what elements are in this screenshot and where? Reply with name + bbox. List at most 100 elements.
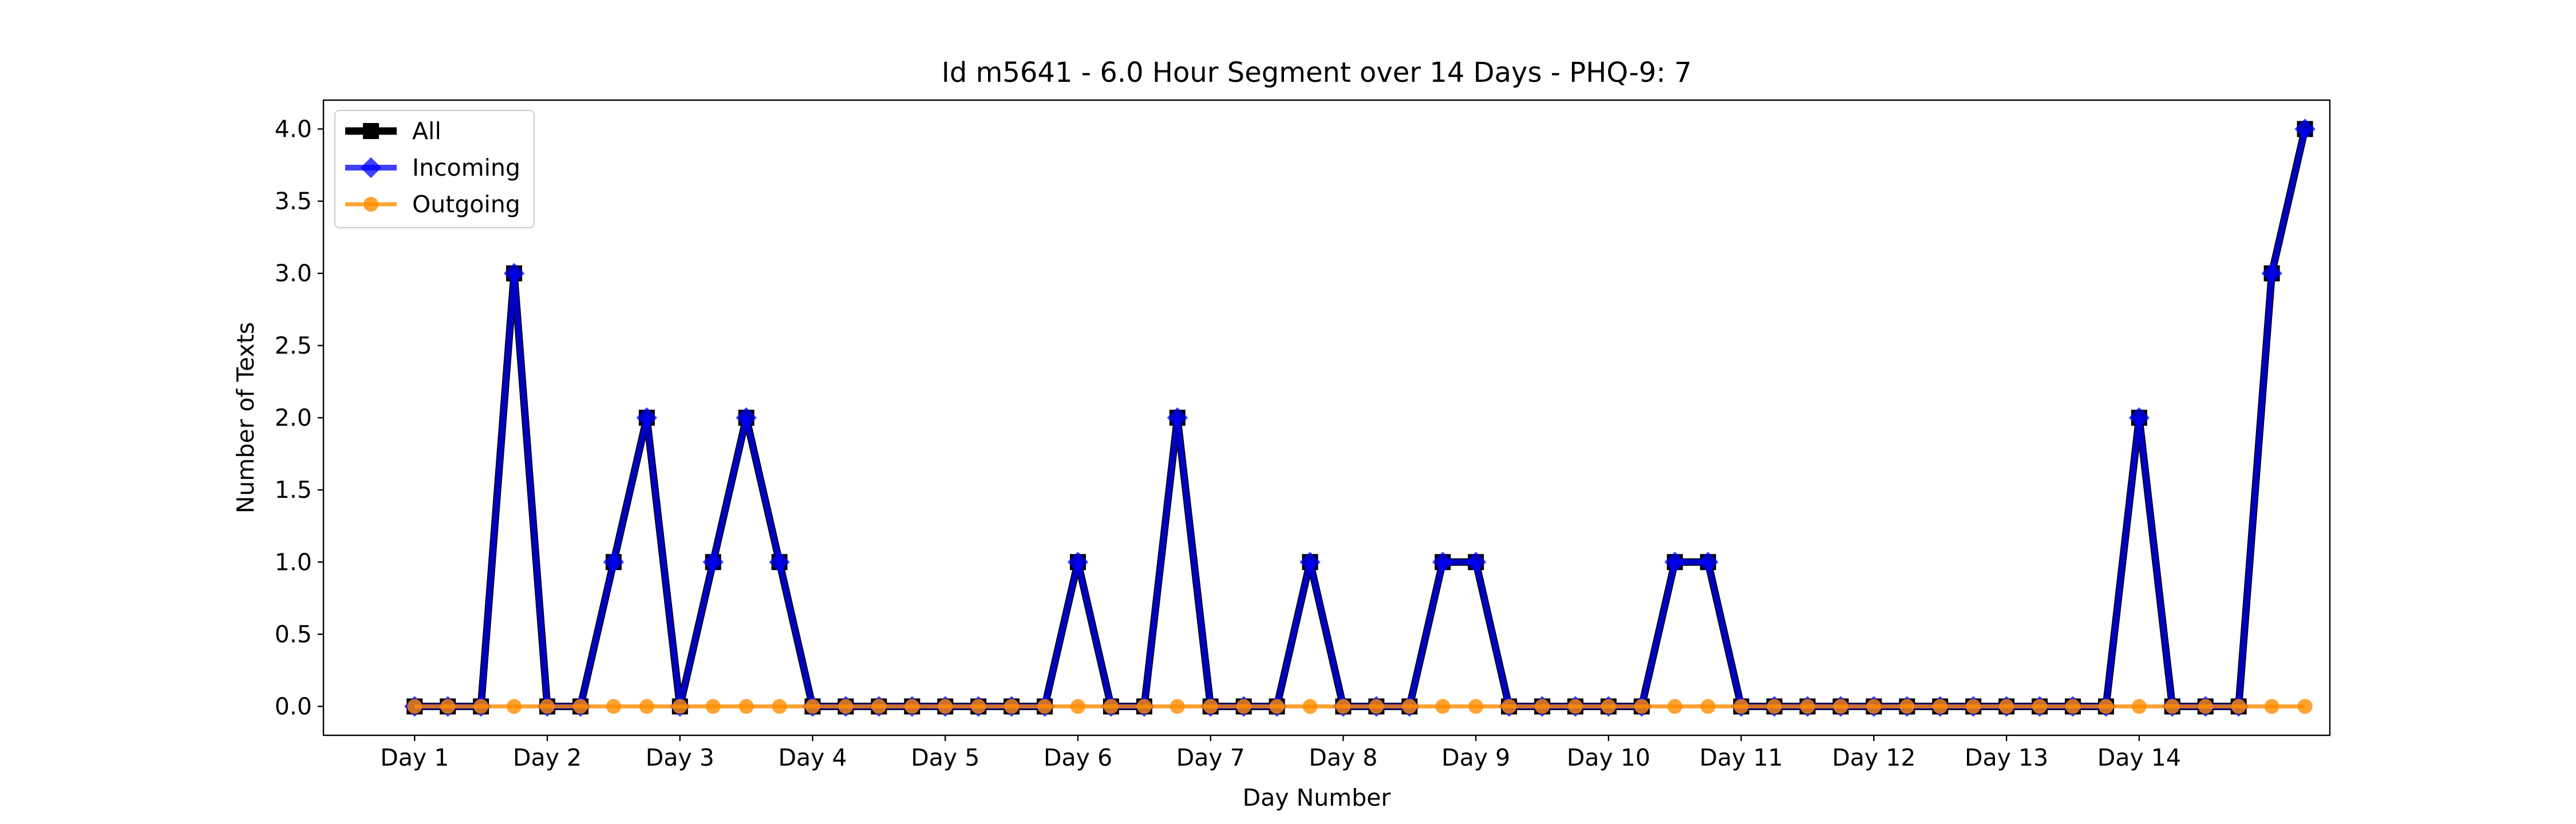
data-point-outgoing xyxy=(2065,699,2081,714)
data-point-outgoing xyxy=(1733,699,1749,714)
data-point-outgoing xyxy=(838,699,854,714)
x-tick-label: Day 11 xyxy=(1700,744,1783,771)
data-point-incoming xyxy=(1067,552,1089,573)
data-point-outgoing xyxy=(871,699,887,714)
data-point-outgoing xyxy=(1800,699,1815,714)
data-point-incoming xyxy=(1299,552,1321,573)
data-point-outgoing xyxy=(1468,699,1484,714)
y-tick-label: 1.0 xyxy=(275,548,312,576)
data-point-outgoing xyxy=(938,699,953,714)
legend-marker-all xyxy=(363,123,379,139)
data-point-outgoing xyxy=(1004,699,1020,714)
data-point-outgoing xyxy=(1037,699,1053,714)
data-point-outgoing xyxy=(1402,699,1417,714)
data-point-outgoing xyxy=(2198,699,2213,714)
chart-marks xyxy=(404,118,2316,717)
data-point-outgoing xyxy=(1667,699,1682,714)
y-tick-label: 1.5 xyxy=(275,476,312,504)
data-point-incoming xyxy=(769,552,790,573)
data-point-outgoing xyxy=(407,699,422,714)
x-tick-label: Day 7 xyxy=(1176,744,1245,771)
data-point-incoming xyxy=(2261,263,2282,284)
data-point-outgoing xyxy=(1866,699,1882,714)
data-point-incoming xyxy=(1167,407,1188,429)
series-all xyxy=(406,121,2313,715)
data-point-outgoing xyxy=(473,699,489,714)
legend-box xyxy=(334,110,535,228)
legend-label-outgoing: Outgoing xyxy=(412,191,520,218)
series-incoming xyxy=(404,118,2316,717)
data-point-incoming xyxy=(2128,407,2150,429)
data-point-outgoing xyxy=(971,699,986,714)
series-outgoing xyxy=(407,699,2313,714)
data-point-outgoing xyxy=(1502,699,1517,714)
data-point-outgoing xyxy=(1136,699,1152,714)
data-point-outgoing xyxy=(738,699,754,714)
data-point-outgoing xyxy=(2264,699,2279,714)
x-tick-label: Day 8 xyxy=(1309,744,1377,771)
data-point-outgoing xyxy=(705,699,721,714)
data-point-incoming xyxy=(736,407,757,429)
x-tick-label: Day 4 xyxy=(778,744,847,771)
data-point-incoming xyxy=(2294,118,2316,140)
x-tick-label: Day 2 xyxy=(513,744,582,771)
y-tick-label: 4.0 xyxy=(275,115,312,142)
data-point-outgoing xyxy=(1336,699,1351,714)
y-tick-label: 2.0 xyxy=(275,404,312,431)
data-point-outgoing xyxy=(1999,699,2014,714)
data-point-outgoing xyxy=(1170,699,1185,714)
x-tick-label: Day 13 xyxy=(1965,744,2048,771)
data-point-outgoing xyxy=(772,699,787,714)
data-point-outgoing xyxy=(572,699,588,714)
data-point-outgoing xyxy=(1634,699,1649,714)
legend-marker-outgoing xyxy=(364,197,378,212)
data-point-outgoing xyxy=(1899,699,1915,714)
data-point-outgoing xyxy=(2131,699,2147,714)
legend-label-all: All xyxy=(412,117,441,145)
data-point-outgoing xyxy=(1767,699,1782,714)
data-point-outgoing xyxy=(2231,699,2246,714)
data-point-outgoing xyxy=(2164,699,2180,714)
data-point-incoming xyxy=(1664,552,1686,573)
data-point-outgoing xyxy=(1203,699,1218,714)
y-tick-label: 0.0 xyxy=(275,693,312,720)
x-tick-label: Day 9 xyxy=(1441,744,1510,771)
data-point-outgoing xyxy=(805,699,820,714)
x-tick-label: Day 5 xyxy=(911,744,979,771)
data-point-outgoing xyxy=(1302,699,1318,714)
data-point-outgoing xyxy=(672,699,688,714)
legend: All Incoming Outgoing xyxy=(334,110,535,228)
x-tick-label: Day 12 xyxy=(1832,744,1915,771)
data-point-outgoing xyxy=(1535,699,1550,714)
x-tick-label: Day 10 xyxy=(1567,744,1650,771)
x-axis-label: Day Number xyxy=(1243,784,1391,811)
data-point-outgoing xyxy=(1966,699,1981,714)
data-point-outgoing xyxy=(1236,699,1251,714)
data-point-outgoing xyxy=(1601,699,1616,714)
data-point-incoming xyxy=(503,263,525,284)
series-line-incoming xyxy=(414,128,2308,710)
legend-label-incoming: Incoming xyxy=(412,154,520,181)
data-point-outgoing xyxy=(440,699,456,714)
data-point-incoming xyxy=(1432,552,1453,573)
axis-ticks: 0.0 0.5 1.0 1.5 2.0 2.5 3.0 3.5 4.0 Day 1 Day 2 Day… xyxy=(275,115,2181,771)
data-point-outgoing xyxy=(1933,699,1948,714)
data-point-outgoing xyxy=(1700,699,1716,714)
y-tick-label: 3.0 xyxy=(275,260,312,287)
data-point-incoming xyxy=(1697,552,1718,573)
data-point-outgoing xyxy=(507,699,522,714)
data-point-outgoing xyxy=(606,699,621,714)
x-tick-label: Day 1 xyxy=(380,744,449,771)
x-tick-label: Day 6 xyxy=(1044,744,1112,771)
data-point-outgoing xyxy=(2297,699,2313,714)
x-tick-label: Day 3 xyxy=(646,744,714,771)
data-point-outgoing xyxy=(904,699,920,714)
data-point-outgoing xyxy=(2032,699,2048,714)
chart-title: Id m5641 - 6.0 Hour Segment over 14 Days… xyxy=(942,57,1692,89)
data-point-outgoing xyxy=(1269,699,1285,714)
y-tick-label: 2.5 xyxy=(275,332,312,359)
data-point-outgoing xyxy=(1070,699,1085,714)
data-point-outgoing xyxy=(1369,699,1384,714)
data-point-outgoing xyxy=(1833,699,1848,714)
